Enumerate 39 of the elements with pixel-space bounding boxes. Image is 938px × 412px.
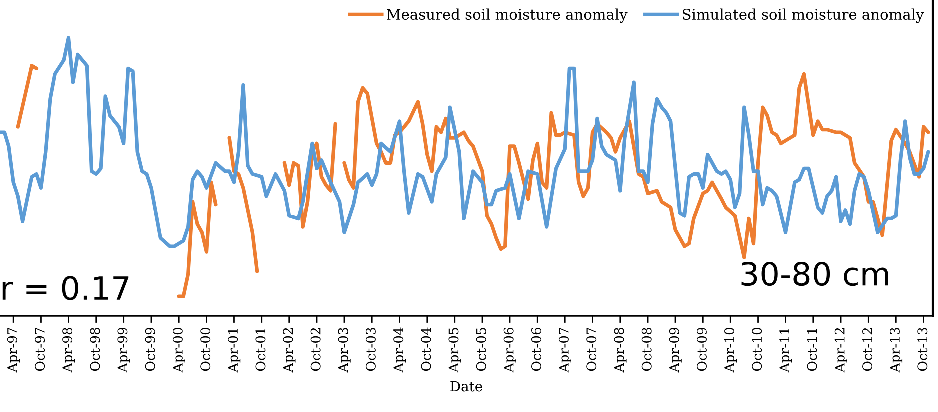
x-tick-label: Oct-00 (200, 328, 211, 372)
x-tick-label: Apr-12 (834, 328, 848, 373)
x-tick-label: Oct-06 (531, 328, 542, 372)
x-tick-label: Apr-97 (7, 328, 20, 373)
x-tick-label: Oct-12 (862, 328, 872, 372)
x-tick-label: Apr-07 (558, 328, 572, 373)
x-tick-label: Oct-08 (642, 328, 652, 372)
x-tick-label: Apr-99 (118, 328, 130, 373)
x-tick-label: Apr-09 (669, 328, 682, 373)
x-tick-label: Apr-11 (780, 328, 792, 373)
x-tick-label: Apr-00 (172, 328, 186, 373)
legend-label: Measured soil moisture anomaly (387, 8, 628, 24)
x-tick-label: Apr-98 (62, 328, 76, 373)
x-axis-title: Date (450, 381, 482, 392)
x-tick-label: Apr-06 (504, 328, 516, 373)
annotation: r = 0.17 (2, 276, 129, 300)
x-tick-label: Oct-10 (752, 328, 762, 372)
x-tick-label: Oct-05 (476, 328, 486, 372)
legend-label: Simulated soil moisture anomaly (683, 8, 924, 24)
x-tick-label: Oct-03 (366, 328, 376, 372)
x-tick-label: Oct-98 (90, 328, 100, 372)
x-tick-label: Oct-01 (256, 328, 266, 372)
x-tick-label: Apr-02 (283, 328, 296, 373)
x-tick-label: Apr-04 (394, 328, 406, 373)
x-tick-label: Oct-09 (696, 328, 707, 372)
x-tick-label: Oct-04 (421, 328, 432, 372)
x-tick-label: Oct-13 (918, 328, 928, 372)
annotation: 30-80 cm (742, 262, 888, 286)
x-tick-label: Apr-08 (614, 328, 627, 373)
x-tick-label: Oct-11 (807, 328, 818, 372)
x-tick-label: Apr-10 (724, 328, 738, 373)
x-tick-label: Apr-05 (448, 328, 462, 373)
x-tick-label: Oct-02 (310, 328, 321, 372)
x-tick-label: Apr-01 (228, 328, 241, 373)
x-tick-label: Oct-07 (586, 328, 597, 372)
x-tick-label: Oct-99 (145, 328, 156, 372)
x-tick-label: Apr-13 (890, 328, 903, 373)
x-tick-label: Apr-03 (338, 328, 351, 373)
x-tick-label: Oct-97 (35, 328, 46, 372)
